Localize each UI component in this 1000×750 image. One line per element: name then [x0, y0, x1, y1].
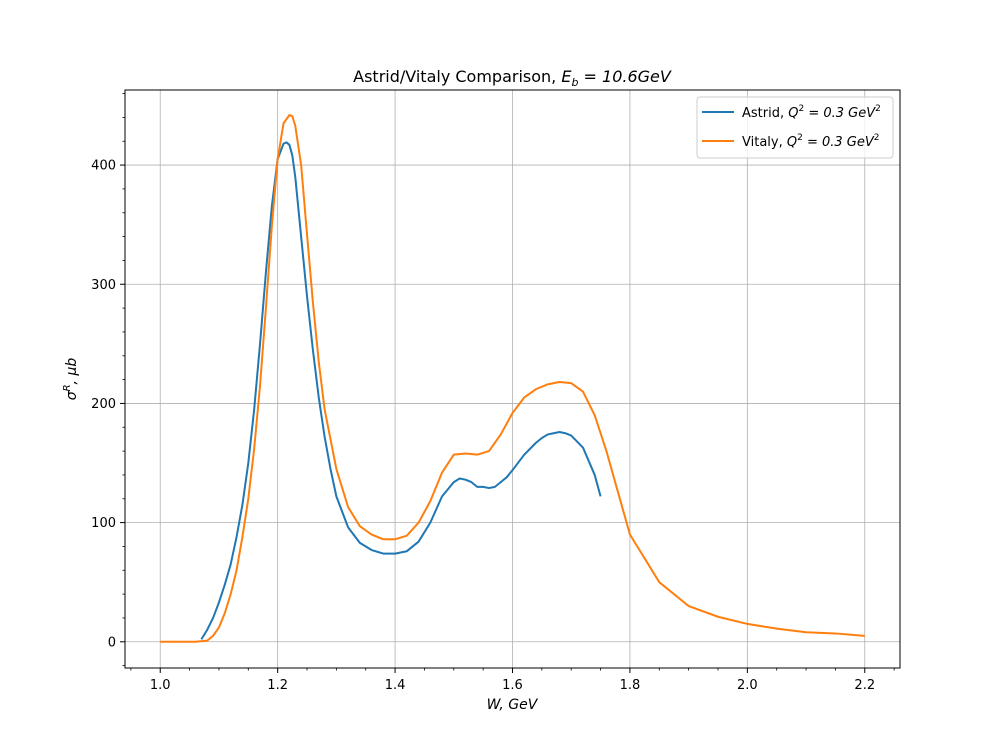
chart-title: Astrid/Vitaly Comparison, Eb = 10.6GeV [353, 67, 672, 89]
x-tick-label: 2.2 [854, 678, 875, 693]
y-axis-label: σR, μb [62, 358, 80, 401]
y-tick-label: 0 [108, 635, 116, 650]
y-tick-label: 100 [91, 516, 116, 531]
y-axis: 0 100 200 300 400 [91, 93, 125, 667]
x-tick-label: 1.0 [150, 678, 171, 693]
series-line-vitaly [160, 114, 865, 643]
series-line-astrid [200, 141, 602, 640]
x-tick-label: 1.6 [502, 678, 523, 693]
legend-entry-vitaly: Vitaly, Q2 = 0.3 GeV2 [742, 133, 880, 150]
x-tick-label: 2.0 [737, 678, 758, 693]
x-tick-label: 1.2 [267, 678, 288, 693]
grid [125, 90, 900, 668]
y-tick-label: 300 [91, 278, 116, 293]
y-tick-label: 400 [91, 159, 116, 174]
x-tick-label: 1.4 [385, 678, 406, 693]
x-tick-label: 1.8 [620, 678, 641, 693]
series-layer [160, 114, 865, 643]
legend-box [696, 96, 894, 159]
legend: Astrid, Q2 = 0.3 GeV2 Vitaly, Q2 = 0.3 G… [696, 96, 894, 159]
x-axis-label: W, GeV [487, 697, 539, 713]
y-tick-label: 200 [91, 397, 116, 412]
legend-entry-astrid: Astrid, Q2 = 0.3 GeV2 [742, 104, 881, 121]
x-axis: 1.0 1.2 1.4 1.6 1.8 2.0 2.2 [130, 668, 895, 693]
